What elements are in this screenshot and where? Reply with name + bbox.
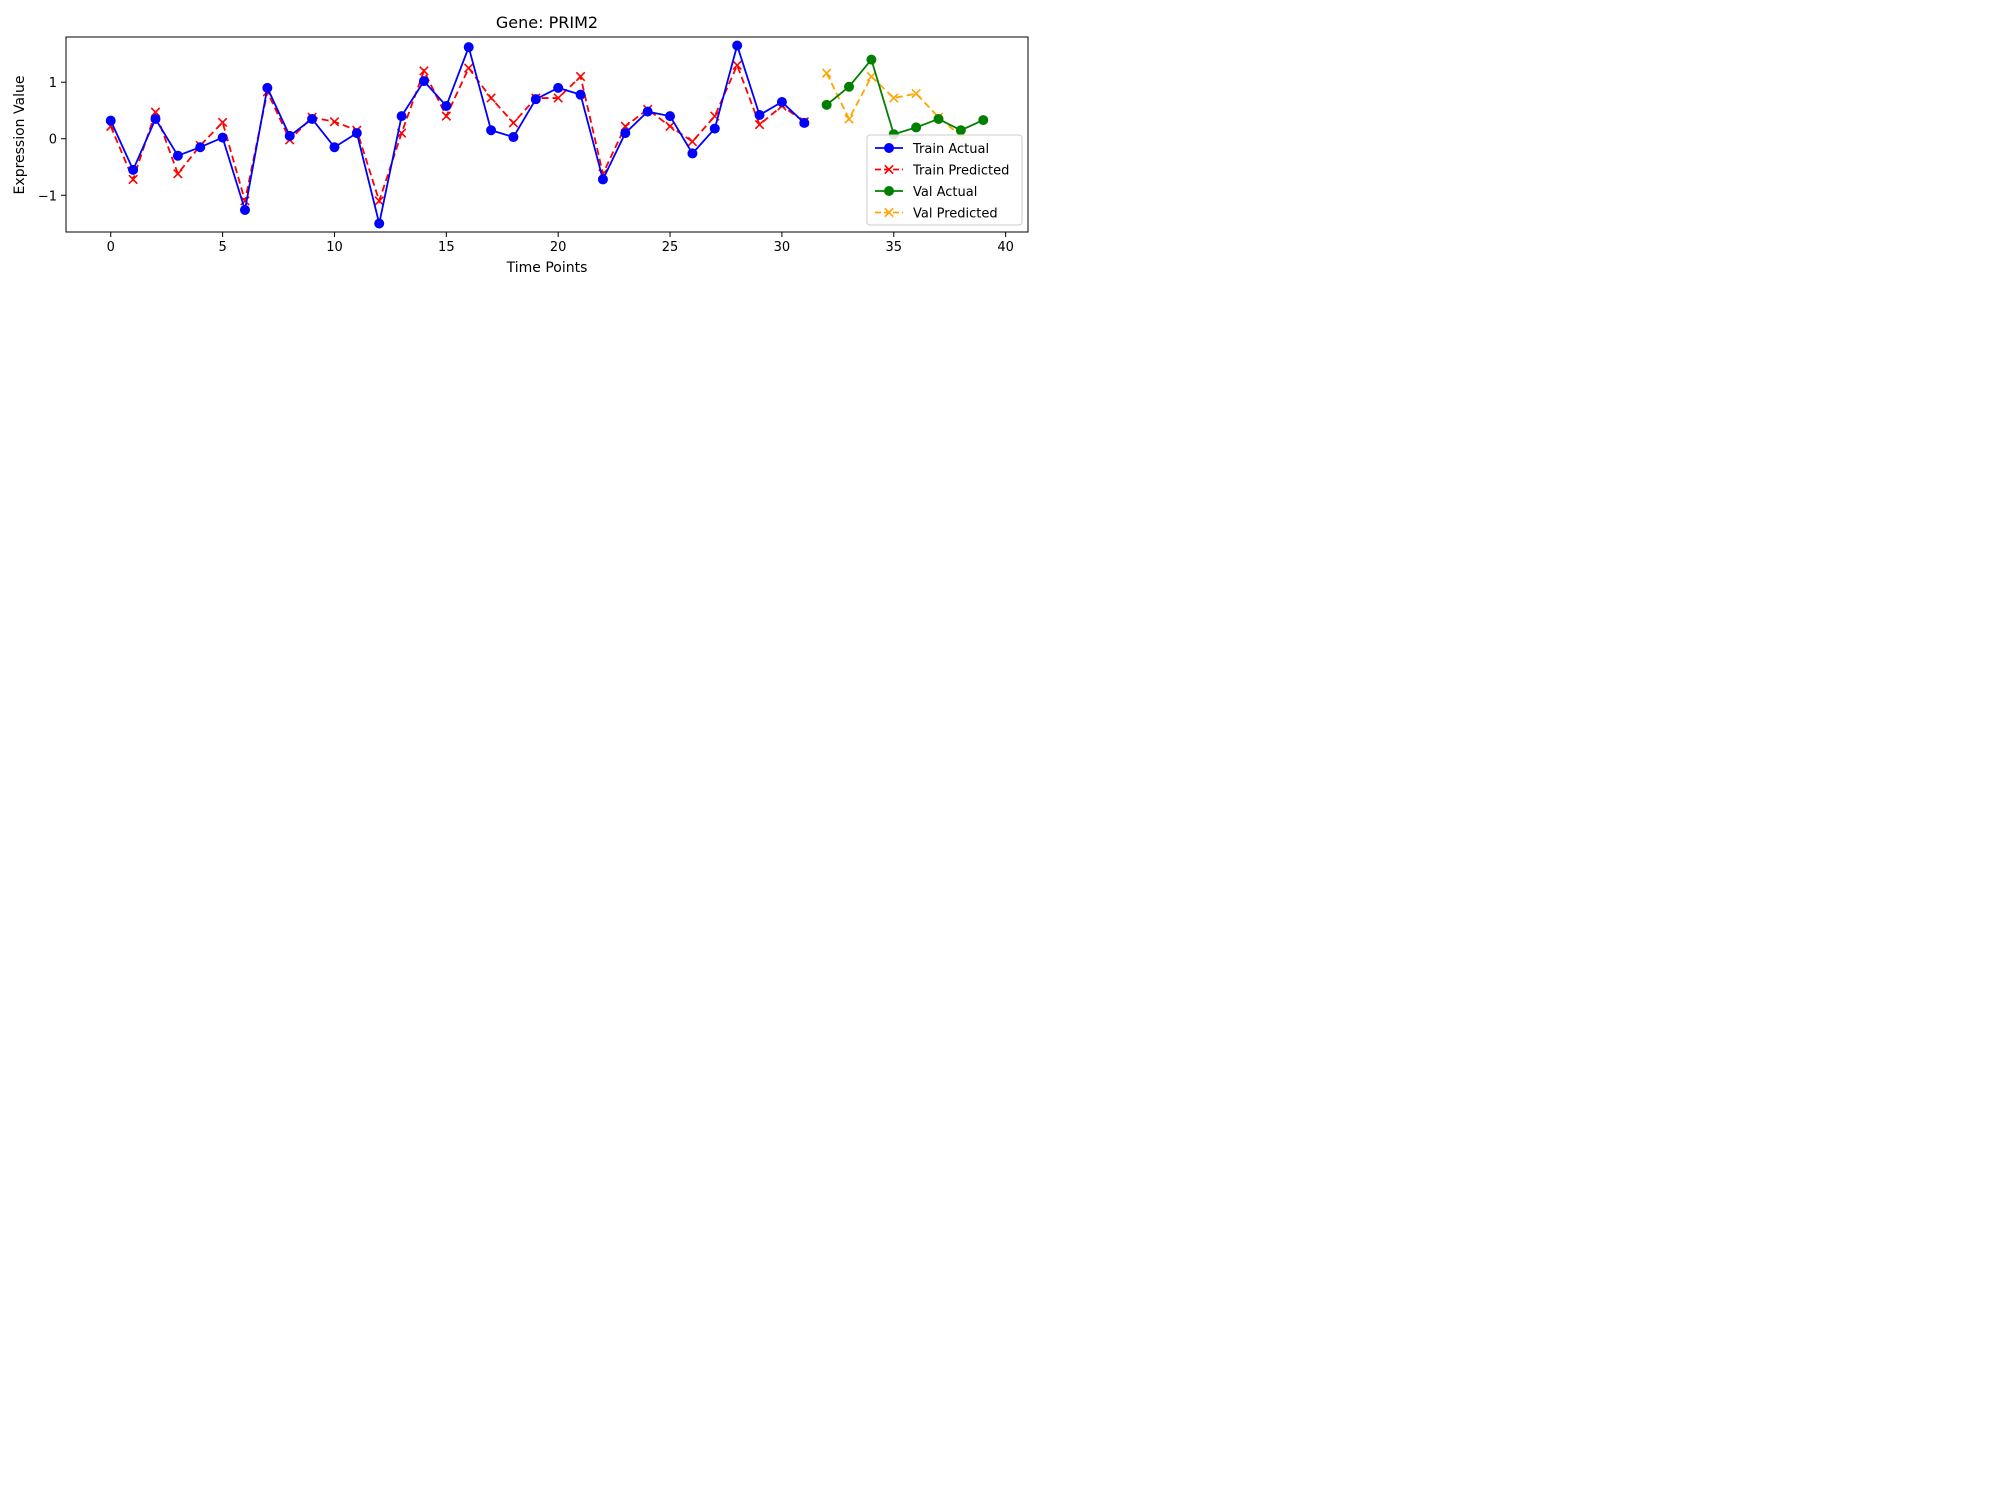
data-point-train-predicted xyxy=(419,66,429,76)
data-point-train-actual xyxy=(396,111,407,122)
data-point-val-actual xyxy=(955,125,966,136)
data-point-val-predicted xyxy=(889,93,899,103)
legend-entry-val-actual: Val Actual xyxy=(875,185,977,200)
legend-entry-train-actual: Train Actual xyxy=(875,142,989,157)
data-point-train-predicted xyxy=(665,121,675,132)
data-point-train-actual xyxy=(530,94,541,105)
data-point-train-predicted xyxy=(508,118,519,128)
series-line-train-actual xyxy=(109,42,805,224)
data-point-train-actual xyxy=(195,142,206,153)
data-point-train-actual xyxy=(105,115,116,126)
x-axis-label: Time Points xyxy=(506,260,588,276)
data-point-train-actual xyxy=(709,123,720,134)
y-axis-label: Expression Value xyxy=(12,76,28,195)
data-point-train-predicted xyxy=(441,111,452,121)
data-point-train-actual xyxy=(441,100,452,111)
x-axis-ticks: 0 5 10 15 20 25 30 35 40 xyxy=(107,232,1014,255)
x-tick-label: 10 xyxy=(326,240,343,255)
legend-label: Train Actual xyxy=(912,142,989,157)
legend-swatch-marker xyxy=(884,164,894,175)
data-point-train-predicted xyxy=(329,117,340,127)
data-point-val-actual xyxy=(978,115,989,126)
data-point-train-actual xyxy=(486,125,497,136)
y-tick-label: −1 xyxy=(38,189,57,204)
data-point-train-predicted xyxy=(687,136,698,147)
data-point-val-actual xyxy=(844,81,855,92)
x-tick-label: 5 xyxy=(218,240,226,255)
data-point-train-predicted xyxy=(217,117,228,128)
data-point-train-actual xyxy=(329,142,340,153)
data-point-train-actual xyxy=(307,113,318,124)
legend-label: Val Predicted xyxy=(913,207,998,222)
legend-entry-train-predicted: Train Predicted xyxy=(875,164,1009,179)
data-point-train-actual xyxy=(642,106,653,117)
data-point-val-actual xyxy=(866,54,877,65)
data-point-train-actual xyxy=(732,40,743,51)
legend-box xyxy=(866,134,1023,226)
x-tick-label: 0 xyxy=(107,240,115,255)
data-point-train-actual xyxy=(217,132,228,143)
data-point-train-actual xyxy=(150,113,161,124)
data-point-val-actual xyxy=(821,99,832,110)
data-point-train-actual xyxy=(508,132,519,143)
series-layer xyxy=(105,40,989,229)
data-point-val-predicted xyxy=(844,114,854,124)
x-tick-label: 25 xyxy=(662,240,679,255)
y-tick-label: 1 xyxy=(49,76,57,91)
data-point-train-actual xyxy=(128,164,139,175)
data-point-train-predicted xyxy=(553,93,563,103)
data-point-train-predicted xyxy=(374,196,384,206)
data-point-val-actual xyxy=(933,113,944,124)
data-point-train-actual xyxy=(597,174,608,185)
data-point-train-predicted xyxy=(128,174,138,185)
data-point-train-actual xyxy=(687,148,698,159)
x-tick-label: 35 xyxy=(885,240,902,255)
data-point-train-actual xyxy=(665,111,676,122)
data-point-train-actual xyxy=(172,150,183,161)
data-point-train-actual xyxy=(553,82,564,93)
data-point-val-predicted xyxy=(866,71,877,82)
y-tick-label: 0 xyxy=(49,133,57,148)
data-point-train-actual xyxy=(284,130,295,141)
legend-label: Train Predicted xyxy=(912,164,1009,179)
series-val-actual xyxy=(821,54,989,140)
data-point-train-actual xyxy=(776,97,787,107)
plot-frame xyxy=(65,36,1029,233)
legend-swatch-marker xyxy=(884,143,894,153)
data-point-train-predicted xyxy=(486,93,496,103)
data-point-val-predicted xyxy=(821,68,832,78)
plot-area xyxy=(65,36,1029,233)
series-train-actual xyxy=(105,40,810,229)
y-axis-ticks: −1 0 1 xyxy=(38,76,66,204)
data-point-train-predicted xyxy=(732,60,742,71)
data-point-train-actual xyxy=(239,204,250,215)
data-point-train-actual xyxy=(418,76,429,87)
data-point-train-actual xyxy=(463,42,474,53)
data-point-train-actual xyxy=(351,128,362,139)
data-point-train-actual xyxy=(374,218,385,229)
data-point-train-actual xyxy=(754,110,765,120)
data-point-train-predicted xyxy=(463,63,474,73)
legend-label: Val Actual xyxy=(913,185,977,200)
chart-title: Gene: PRIM2 xyxy=(496,13,598,32)
data-point-val-predicted xyxy=(911,88,921,99)
legend-swatch-marker xyxy=(884,186,894,196)
legend-swatch-marker xyxy=(884,207,894,218)
data-point-train-actual xyxy=(620,128,631,139)
legend-entry-val-predicted: Val Predicted xyxy=(875,207,998,222)
x-tick-label: 20 xyxy=(550,240,567,255)
data-point-train-predicted xyxy=(173,169,183,179)
legend: Train Actual Train Predicted Val Actual Val… xyxy=(866,134,1023,226)
data-point-train-actual xyxy=(262,82,273,93)
data-point-train-predicted xyxy=(754,119,765,130)
data-point-val-actual xyxy=(911,122,922,133)
x-tick-label: 40 xyxy=(997,240,1014,255)
data-point-train-actual xyxy=(799,117,810,128)
data-point-train-actual xyxy=(575,89,586,100)
data-point-train-predicted xyxy=(575,71,586,82)
x-tick-label: 15 xyxy=(438,240,455,255)
x-tick-label: 30 xyxy=(774,240,791,255)
